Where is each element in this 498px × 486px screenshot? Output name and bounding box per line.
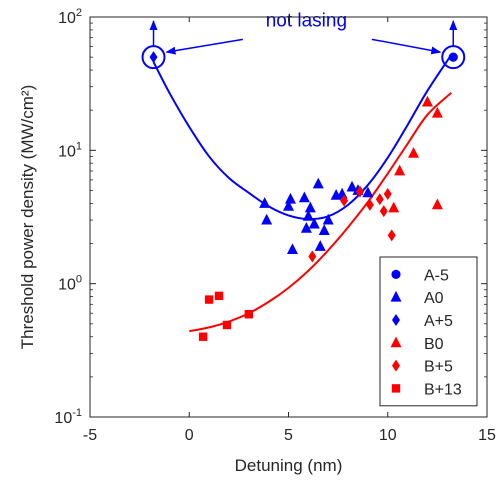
- series-a-5: [149, 51, 158, 64]
- data-point: [448, 52, 458, 62]
- legend-marker: [391, 269, 401, 279]
- arrow-to-left-ring: [165, 38, 243, 55]
- data-point: [387, 229, 396, 242]
- data-point: [375, 193, 384, 206]
- fit-curve: [152, 54, 453, 221]
- legend-label: A+5: [424, 313, 453, 330]
- data-point: [431, 106, 443, 118]
- x-tick-label: 10: [379, 427, 397, 444]
- legend-label: B+13: [424, 381, 462, 398]
- y-tick-label: 101: [58, 140, 82, 160]
- legend-marker: [391, 384, 401, 393]
- x-axis-label: Detuning (nm): [235, 456, 343, 475]
- data-point: [302, 209, 314, 221]
- data-point: [298, 191, 310, 203]
- legend-label: B+5: [424, 359, 453, 376]
- data-point: [304, 201, 316, 213]
- legend-marker: [392, 359, 400, 372]
- data-point: [244, 310, 253, 319]
- data-point: [300, 222, 312, 233]
- data-point: [283, 200, 294, 211]
- data-point: [408, 146, 420, 158]
- data-point: [379, 205, 388, 218]
- data-point: [286, 243, 298, 255]
- data-point: [383, 188, 392, 201]
- arrow-to-right-ring: [371, 38, 442, 55]
- series-b0: [388, 95, 443, 213]
- data-point: [362, 186, 374, 198]
- legend-marker: [392, 314, 400, 326]
- data-point: [308, 217, 320, 229]
- data-point: [149, 51, 158, 64]
- series-a-5: [448, 52, 458, 62]
- data-point: [222, 320, 232, 330]
- series-b-13: [198, 291, 253, 341]
- data-point: [346, 180, 358, 192]
- y-tick-label: 102: [58, 7, 82, 27]
- data-point: [318, 224, 330, 236]
- data-point: [365, 198, 374, 211]
- annotation-layer: not lasing: [141, 10, 466, 70]
- data-point: [312, 177, 324, 189]
- data-point: [259, 197, 271, 208]
- data-point: [431, 198, 443, 210]
- legend-marker: [390, 336, 402, 348]
- data-point: [322, 213, 334, 225]
- x-tick-label: 0: [185, 427, 194, 444]
- legend-label: A-5: [424, 267, 449, 284]
- data-point: [214, 291, 224, 301]
- data-point: [204, 295, 214, 304]
- series-b-5: [308, 185, 396, 263]
- legend-box: [379, 256, 478, 407]
- data-point: [314, 240, 326, 251]
- data-point: [284, 192, 296, 204]
- data-points-layer: [149, 51, 458, 341]
- legend-marker: [390, 290, 402, 302]
- data-point: [388, 201, 400, 213]
- not-lasing-label: not lasing: [266, 10, 347, 31]
- data-point: [198, 332, 208, 341]
- axes-layer: -5 0 5 10 15 10-1 100 101 102: [54, 7, 496, 444]
- x-tick-label: -5: [83, 427, 97, 444]
- y-tick-label: 100: [58, 274, 82, 294]
- data-point: [421, 95, 433, 107]
- data-point: [355, 185, 364, 198]
- legend: A-5 A0 A+5 B0 B+5 B+13: [379, 256, 478, 407]
- x-tick-label: 5: [284, 427, 293, 444]
- legend-label: A0: [424, 290, 444, 307]
- y-axis-label: Threshold power density (MW/cm²): [18, 85, 37, 350]
- x-tick-label: 15: [478, 427, 496, 444]
- data-point: [340, 194, 349, 207]
- data-point: [261, 213, 273, 225]
- data-point: [394, 164, 406, 176]
- data-point: [308, 250, 317, 263]
- y-tick-label: 10-1: [54, 407, 82, 427]
- legend-label: B0: [424, 336, 444, 353]
